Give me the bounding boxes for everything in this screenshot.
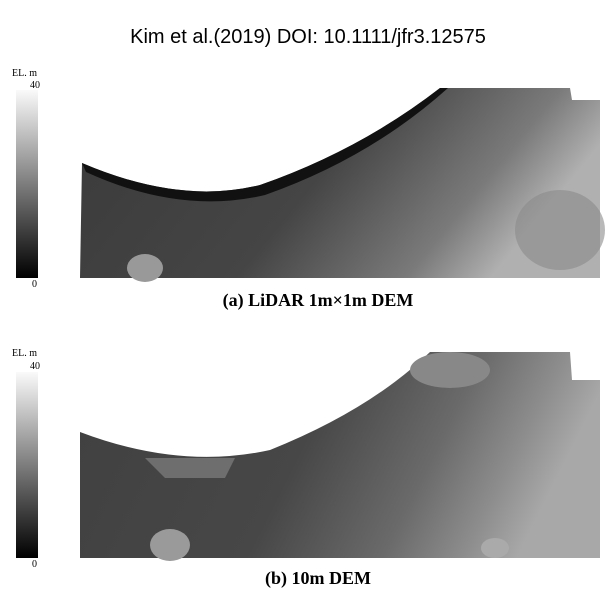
colorbar: [16, 372, 38, 558]
caption: (a) LiDAR 1m×1m DEM: [223, 290, 414, 311]
terrain-patch: [410, 352, 490, 388]
legend-min: 0: [32, 279, 37, 290]
terrain-patch: [145, 458, 235, 478]
terrain-patch: [481, 538, 509, 558]
terrain-patch: [150, 529, 190, 561]
legend-min: 0: [32, 559, 37, 570]
legend-label: EL. m: [12, 348, 37, 359]
caption: (b) 10m DEM: [265, 568, 371, 589]
dem-image: [80, 352, 600, 558]
figure-title: Kim et al.(2019) DOI: 10.1111/jfr3.12575: [130, 26, 486, 48]
terrain-patch: [127, 254, 163, 282]
dem-image: [80, 88, 600, 278]
panel-b: EL. m 40 0 (b) 10m DEM: [12, 348, 600, 589]
panel-a: EL. m 40 0 (a) LiDAR 1m×1m DEM: [12, 68, 605, 311]
legend-label: EL. m: [12, 68, 37, 79]
legend-max: 40: [30, 80, 40, 91]
terrain-patch: [515, 190, 605, 270]
legend-max: 40: [30, 361, 40, 372]
colorbar: [16, 90, 38, 278]
